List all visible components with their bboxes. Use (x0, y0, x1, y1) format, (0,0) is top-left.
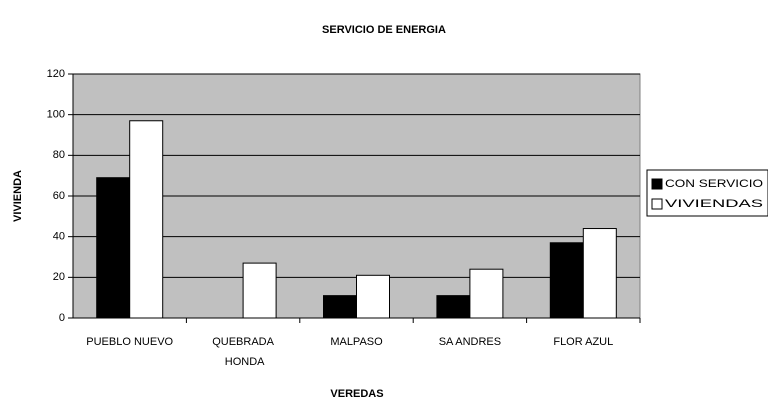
bar (582, 228, 617, 319)
x-tick-label: SA ANDRES (439, 336, 501, 348)
legend-label: VIVIENDAS (665, 198, 763, 210)
bar (356, 274, 390, 319)
y-tick-label: 100 (47, 109, 65, 121)
x-tick-label: QUEBRADA HONDA (212, 336, 274, 368)
bar (469, 268, 504, 319)
bar (96, 177, 131, 319)
y-tick-label: 80 (53, 149, 65, 161)
y-tick-label: 60 (53, 190, 65, 202)
legend-swatch (651, 198, 663, 210)
x-tick-label: FLOR AZUL (553, 336, 613, 348)
x-axis-label: VEREDAS (330, 388, 383, 400)
x-tick-label: MALPASO (330, 336, 383, 348)
chart-title: SERVICIO DE ENERGIA (322, 24, 446, 36)
bar (549, 242, 584, 319)
bar (242, 262, 277, 319)
y-tick-label: 0 (59, 312, 65, 324)
x-tick-label: PUEBLO NUEVO (86, 336, 173, 348)
legend-swatch (651, 178, 663, 190)
y-axis-label: VIVIENDA (12, 170, 24, 222)
legend-box (646, 169, 768, 217)
y-tick-label: 40 (53, 231, 65, 243)
bar (129, 120, 164, 319)
bar (323, 295, 357, 319)
bar (436, 295, 471, 319)
y-tick-label: 120 (47, 68, 65, 80)
y-tick-label: 20 (53, 271, 65, 283)
legend-label: CON SERVICIO (665, 178, 764, 190)
